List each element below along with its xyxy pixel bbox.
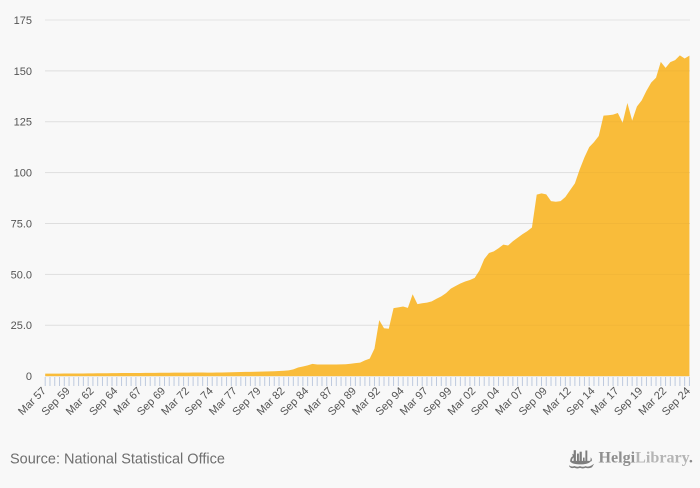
svg-text:HelgiLibrary.: HelgiLibrary. — [599, 450, 693, 467]
svg-text:150: 150 — [14, 66, 32, 78]
svg-text:50.0: 50.0 — [11, 269, 32, 281]
svg-text:25.0: 25.0 — [11, 320, 32, 332]
svg-text:175: 175 — [14, 15, 32, 27]
svg-text:0: 0 — [26, 371, 32, 383]
svg-text:75.0: 75.0 — [11, 219, 32, 231]
svg-text:100: 100 — [14, 168, 32, 180]
svg-text:Source: National Statistical O: Source: National Statistical Office — [10, 452, 225, 468]
svg-text:125: 125 — [14, 117, 32, 129]
